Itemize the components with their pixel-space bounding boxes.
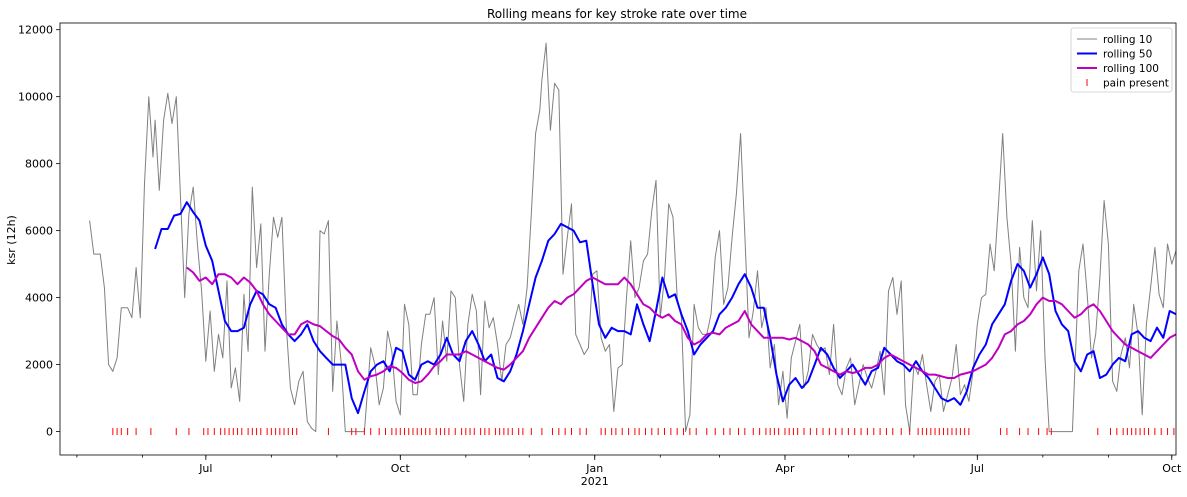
y-axis: 0 2000 4000 6000 8000 10000 12000 (18, 24, 60, 439)
y-tick-label: 10000 (18, 91, 53, 104)
legend: rolling 10 rolling 50 rolling 100 pain pres… (1070, 27, 1173, 93)
y-tick-label: 12000 (18, 24, 53, 37)
x-tick-label: Oct (1162, 462, 1182, 475)
legend-label: pain present (1103, 78, 1169, 90)
x-tick-label: Jul (198, 462, 212, 475)
series-line-rolling-10 (89, 42, 1177, 433)
x-tick-label: Jul (970, 462, 984, 475)
plot-frame (59, 22, 1177, 456)
legend-label: rolling 10 (1103, 34, 1152, 46)
x-tick-sublabel: 2021 (581, 475, 609, 488)
y-tick-label: 8000 (25, 158, 53, 171)
legend-label: rolling 50 (1103, 49, 1152, 61)
y-tick-label: 0 (46, 426, 53, 439)
legend-label: rolling 100 (1103, 63, 1159, 75)
y-axis-label: ksr (12h) (5, 215, 18, 265)
chart-title: Rolling means for key stroke rate over t… (487, 7, 747, 21)
x-tick-label: Jan (585, 462, 603, 475)
y-tick-label: 6000 (25, 225, 53, 238)
plot-area (89, 42, 1177, 436)
x-tick-label: Apr (775, 462, 795, 475)
y-tick-label: 4000 (25, 292, 53, 305)
series-line-rolling-50 (154, 201, 1177, 415)
series-line-rolling-100 (186, 266, 1177, 384)
y-tick-label: 2000 (25, 359, 53, 372)
x-tick-label: Oct (391, 462, 411, 475)
legend-frame (1070, 27, 1173, 93)
